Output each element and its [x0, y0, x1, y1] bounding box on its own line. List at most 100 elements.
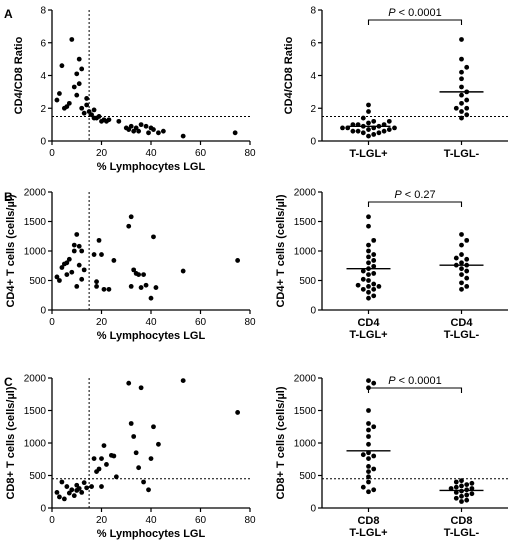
y-tick-label: 6 [310, 38, 316, 49]
data-point [96, 237, 102, 243]
x-axis-label: % Lymphocytes LGL [97, 528, 206, 540]
data-point [111, 453, 117, 459]
data-point [366, 479, 371, 485]
x-tick-label: 60 [195, 148, 207, 159]
data-point [371, 118, 377, 124]
data-point [54, 97, 60, 103]
data-point [360, 276, 366, 282]
data-point [366, 284, 371, 289]
p-value-label: P < 0.27 [394, 189, 435, 201]
data-point [469, 480, 475, 486]
data-point [366, 427, 371, 433]
data-point [366, 133, 371, 139]
data-point [459, 260, 464, 266]
y-tick-label: 1500 [294, 217, 317, 228]
data-point [128, 123, 134, 129]
data-point [71, 84, 77, 90]
data-point [366, 242, 371, 248]
data-point [76, 81, 82, 87]
data-point [459, 37, 464, 42]
data-point [89, 484, 94, 489]
data-point [459, 242, 464, 248]
data-point [151, 234, 156, 240]
data-point [453, 484, 459, 490]
data-point [64, 104, 70, 110]
data-point [360, 484, 366, 490]
data-point [366, 289, 371, 295]
data-point [366, 441, 371, 447]
data-point [366, 489, 371, 495]
y-axis-label: CD8+ T cells (cells/µl) [5, 386, 17, 499]
data-point [138, 385, 144, 391]
category-label: CD8 T-LGL+ [349, 515, 387, 539]
panel-label: C [4, 375, 13, 389]
data-point [151, 424, 156, 430]
y-tick-label: 1000 [294, 247, 317, 258]
data-point [371, 424, 377, 430]
data-point [131, 128, 137, 134]
data-point [141, 479, 146, 485]
panel-label: B [4, 190, 13, 204]
data-point [180, 378, 186, 383]
data-point [99, 252, 104, 257]
data-point [366, 260, 371, 266]
data-point [366, 254, 371, 260]
data-point [74, 71, 80, 77]
data-point [366, 278, 371, 283]
y-tick-label: 1500 [24, 406, 47, 417]
data-point [459, 69, 464, 75]
x-tick-label: 0 [49, 317, 55, 328]
data-point [143, 282, 149, 288]
data-point [386, 118, 392, 124]
data-point [57, 91, 62, 96]
data-point [371, 263, 377, 269]
x-tick-label: 20 [96, 317, 108, 328]
data-point [69, 487, 75, 493]
data-point [57, 494, 62, 500]
significance-bracket [367, 19, 463, 25]
data-point [453, 255, 459, 261]
category-label: CD8 T-LGL- [444, 515, 480, 539]
y-tick-label: 2000 [24, 374, 47, 385]
data-point [371, 252, 377, 257]
y-tick-label: 4 [40, 71, 46, 82]
data-point [376, 130, 382, 136]
data-point [459, 100, 464, 106]
panel-3: 0 500 1000 1500 2000 CD4+ T cells (cells/µl)B… [4, 188, 256, 343]
data-point [464, 482, 470, 487]
y-tick-label: 8 [40, 6, 46, 17]
data-point [153, 285, 159, 290]
data-point [366, 102, 371, 108]
data-point [366, 456, 371, 461]
data-point [84, 96, 90, 101]
data-point [84, 102, 90, 108]
data-point [91, 107, 97, 113]
data-point [148, 295, 154, 301]
panel-4: 0 500 1000 1500 2000 CD4+ T cells (cells/µl) C… [275, 188, 508, 341]
data-point [57, 278, 62, 283]
data-point [366, 120, 371, 126]
data-point [366, 127, 371, 132]
data-point [59, 265, 65, 270]
data-point [448, 486, 454, 491]
data-point [371, 271, 377, 276]
y-tick-label: 2000 [24, 188, 47, 199]
data-point [74, 92, 80, 98]
data-point [128, 421, 134, 426]
data-point [459, 272, 464, 277]
y-tick-label: 2 [40, 104, 46, 115]
y-tick-label: 1500 [294, 406, 317, 417]
data-point [113, 474, 119, 480]
data-point [464, 268, 470, 274]
category-label: CD4 T-LGL- [444, 317, 480, 341]
y-tick-label: 0 [40, 504, 46, 515]
data-point [59, 63, 65, 69]
category-label: T-LGL- [444, 148, 480, 160]
data-point [371, 281, 377, 287]
data-point [459, 483, 464, 489]
y-axis-label: CD8+ T cells (cells/µl) [275, 386, 287, 499]
data-point [128, 214, 134, 220]
data-point [59, 479, 65, 485]
p-value-label: P < 0.0001 [388, 375, 442, 387]
